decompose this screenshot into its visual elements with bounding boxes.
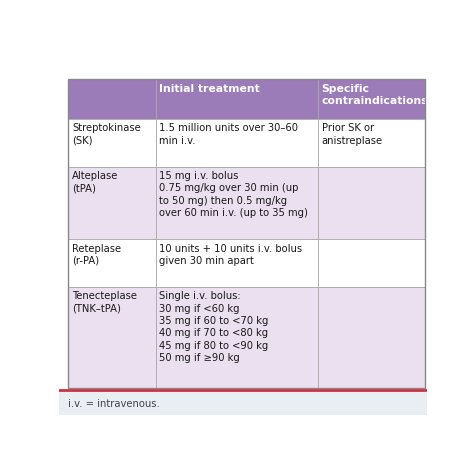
Bar [318, 119, 425, 167]
Bar [68, 239, 156, 287]
Bar [318, 167, 425, 239]
Text: Initial treatment: Initial treatment [159, 83, 260, 94]
Bar [59, 389, 427, 415]
Bar [318, 287, 425, 388]
Bar [68, 79, 156, 119]
Bar [68, 119, 156, 167]
Text: Prior SK or
anistreplase: Prior SK or anistreplase [321, 123, 383, 145]
Text: 1.5 million units over 30–60
min i.v.: 1.5 million units over 30–60 min i.v. [159, 123, 299, 145]
Text: Alteplase
(tPA): Alteplase (tPA) [72, 171, 118, 193]
Text: i.v. = intravenous.: i.v. = intravenous. [68, 398, 160, 409]
Text: Reteplase
(r-PA): Reteplase (r-PA) [72, 244, 121, 266]
Bar [156, 119, 318, 167]
Text: Streptokinase
(SK): Streptokinase (SK) [72, 123, 141, 145]
Bar [318, 79, 425, 119]
Bar [156, 239, 318, 287]
Bar [68, 167, 156, 239]
Text: Specific
contraindications: Specific contraindications [321, 83, 428, 106]
Text: 10 units + 10 units i.v. bolus
given 30 min apart: 10 units + 10 units i.v. bolus given 30 … [159, 244, 302, 266]
Bar [68, 79, 425, 388]
Text: Single i.v. bolus:
30 mg if <60 kg
35 mg if 60 to <70 kg
40 mg if 70 to <80 kg
4: Single i.v. bolus: 30 mg if <60 kg 35 mg… [159, 291, 269, 363]
Bar [156, 167, 318, 239]
Text: 15 mg i.v. bolus
0.75 mg/kg over 30 min (up
to 50 mg) then 0.5 mg/kg
over 60 min: 15 mg i.v. bolus 0.75 mg/kg over 30 min … [159, 171, 308, 218]
Bar [156, 287, 318, 388]
Bar [156, 79, 318, 119]
Text: Tenecteplase
(TNK–tPA): Tenecteplase (TNK–tPA) [72, 291, 137, 314]
Bar [318, 239, 425, 287]
Bar [68, 287, 156, 388]
